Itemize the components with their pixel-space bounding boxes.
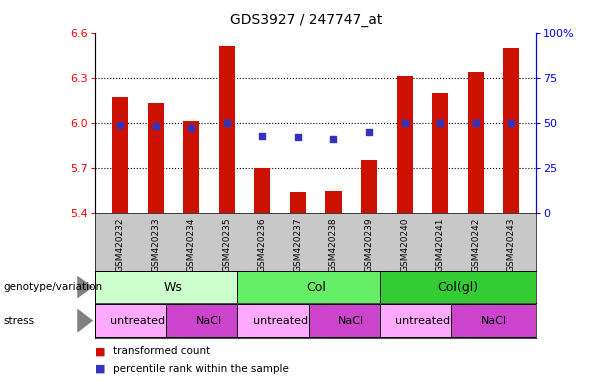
Text: GSM420234: GSM420234 bbox=[186, 218, 196, 272]
Text: stress: stress bbox=[3, 316, 34, 326]
Text: GSM420238: GSM420238 bbox=[329, 218, 338, 272]
Bar bbox=[308, 304, 394, 337]
Text: GSM420240: GSM420240 bbox=[400, 218, 409, 272]
Text: NaCl: NaCl bbox=[338, 316, 364, 326]
Text: GSM420239: GSM420239 bbox=[365, 218, 373, 272]
Bar bbox=[219, 46, 235, 213]
Point bbox=[151, 123, 161, 129]
Point bbox=[506, 120, 516, 126]
Text: Col(gl): Col(gl) bbox=[438, 281, 479, 293]
Bar bbox=[166, 304, 251, 337]
Point bbox=[115, 122, 125, 128]
Text: untreated: untreated bbox=[395, 316, 450, 326]
Point bbox=[257, 132, 267, 139]
Text: GSM420243: GSM420243 bbox=[507, 218, 516, 272]
Point bbox=[186, 125, 196, 131]
Bar bbox=[237, 271, 394, 303]
Text: genotype/variation: genotype/variation bbox=[3, 282, 102, 292]
Text: GSM420241: GSM420241 bbox=[436, 218, 445, 272]
Text: GDS3927 / 247747_at: GDS3927 / 247747_at bbox=[230, 13, 383, 27]
Text: untreated: untreated bbox=[253, 316, 308, 326]
Bar bbox=[361, 161, 377, 213]
Bar bbox=[112, 97, 128, 213]
Bar bbox=[451, 304, 536, 337]
Text: GSM420233: GSM420233 bbox=[151, 218, 160, 272]
Point bbox=[222, 120, 232, 126]
Text: percentile rank within the sample: percentile rank within the sample bbox=[113, 364, 289, 374]
Point bbox=[293, 134, 303, 141]
Bar bbox=[95, 271, 251, 303]
Text: GSM420232: GSM420232 bbox=[115, 218, 124, 272]
Bar bbox=[432, 93, 448, 213]
Point bbox=[400, 120, 409, 126]
Text: GSM420237: GSM420237 bbox=[294, 218, 302, 272]
Text: Ws: Ws bbox=[164, 281, 183, 293]
Bar bbox=[237, 304, 323, 337]
Text: GSM420236: GSM420236 bbox=[258, 218, 267, 272]
Text: NaCl: NaCl bbox=[196, 316, 222, 326]
Text: transformed count: transformed count bbox=[113, 346, 211, 356]
Bar bbox=[503, 48, 519, 213]
Polygon shape bbox=[77, 309, 93, 333]
Text: GSM420242: GSM420242 bbox=[471, 218, 481, 272]
Bar bbox=[254, 168, 270, 213]
Point bbox=[329, 136, 338, 142]
Text: ■: ■ bbox=[95, 364, 105, 374]
Text: untreated: untreated bbox=[110, 316, 166, 326]
Bar bbox=[183, 121, 199, 213]
Bar bbox=[380, 304, 465, 337]
Bar bbox=[468, 72, 484, 213]
Bar bbox=[290, 192, 306, 213]
Bar bbox=[95, 304, 180, 337]
Bar bbox=[148, 103, 164, 213]
Point bbox=[364, 129, 374, 135]
Text: ■: ■ bbox=[95, 346, 105, 356]
Text: Col: Col bbox=[306, 281, 326, 293]
Text: NaCl: NaCl bbox=[481, 316, 507, 326]
Text: GSM420235: GSM420235 bbox=[222, 218, 231, 272]
Bar bbox=[380, 271, 536, 303]
Bar bbox=[397, 76, 413, 213]
Polygon shape bbox=[77, 276, 93, 298]
Bar bbox=[326, 190, 341, 213]
Point bbox=[435, 120, 445, 126]
Point bbox=[471, 120, 481, 126]
